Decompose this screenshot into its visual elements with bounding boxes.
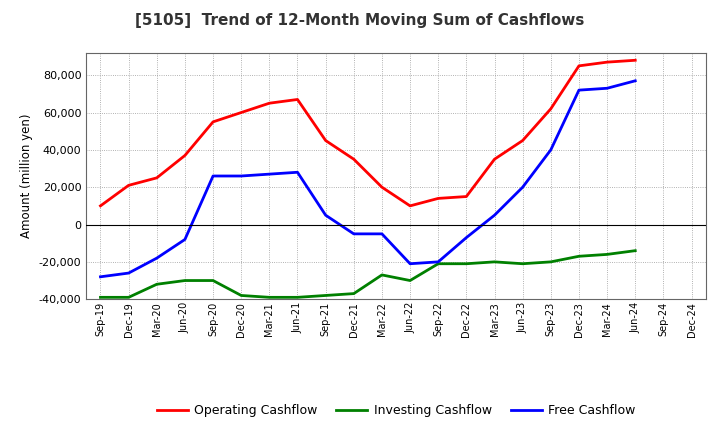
Operating Cashflow (546, 106, 555, 111)
Operating Cashflow (96, 203, 105, 209)
Investing Cashflow (575, 253, 583, 259)
Y-axis label: Amount (million yen): Amount (million yen) (20, 114, 33, 238)
Investing Cashflow (518, 261, 527, 266)
Investing Cashflow (265, 295, 274, 300)
Free Cashflow (96, 274, 105, 279)
Operating Cashflow (209, 119, 217, 125)
Investing Cashflow (462, 261, 471, 266)
Free Cashflow (125, 271, 133, 276)
Operating Cashflow (349, 157, 358, 162)
Line: Investing Cashflow: Investing Cashflow (101, 251, 635, 297)
Operating Cashflow (237, 110, 246, 115)
Legend: Operating Cashflow, Investing Cashflow, Free Cashflow: Operating Cashflow, Investing Cashflow, … (152, 399, 640, 422)
Free Cashflow (434, 259, 443, 264)
Free Cashflow (575, 88, 583, 93)
Operating Cashflow (377, 184, 386, 190)
Investing Cashflow (603, 252, 611, 257)
Free Cashflow (153, 256, 161, 261)
Free Cashflow (603, 86, 611, 91)
Operating Cashflow (321, 138, 330, 143)
Investing Cashflow (237, 293, 246, 298)
Operating Cashflow (631, 58, 639, 63)
Free Cashflow (462, 235, 471, 240)
Free Cashflow (546, 147, 555, 153)
Investing Cashflow (153, 282, 161, 287)
Operating Cashflow (518, 138, 527, 143)
Operating Cashflow (293, 97, 302, 102)
Text: [5105]  Trend of 12-Month Moving Sum of Cashflows: [5105] Trend of 12-Month Moving Sum of C… (135, 13, 585, 28)
Operating Cashflow (153, 175, 161, 180)
Free Cashflow (321, 213, 330, 218)
Operating Cashflow (603, 59, 611, 65)
Operating Cashflow (181, 153, 189, 158)
Free Cashflow (349, 231, 358, 237)
Free Cashflow (293, 170, 302, 175)
Investing Cashflow (546, 259, 555, 264)
Investing Cashflow (293, 295, 302, 300)
Operating Cashflow (406, 203, 415, 209)
Free Cashflow (265, 172, 274, 177)
Operating Cashflow (434, 196, 443, 201)
Line: Free Cashflow: Free Cashflow (101, 81, 635, 277)
Operating Cashflow (490, 157, 499, 162)
Free Cashflow (209, 173, 217, 179)
Free Cashflow (490, 213, 499, 218)
Line: Operating Cashflow: Operating Cashflow (101, 60, 635, 206)
Free Cashflow (518, 184, 527, 190)
Operating Cashflow (265, 101, 274, 106)
Free Cashflow (377, 231, 386, 237)
Investing Cashflow (209, 278, 217, 283)
Investing Cashflow (406, 278, 415, 283)
Free Cashflow (631, 78, 639, 84)
Investing Cashflow (321, 293, 330, 298)
Investing Cashflow (125, 295, 133, 300)
Operating Cashflow (125, 183, 133, 188)
Investing Cashflow (631, 248, 639, 253)
Investing Cashflow (377, 272, 386, 278)
Operating Cashflow (462, 194, 471, 199)
Free Cashflow (181, 237, 189, 242)
Investing Cashflow (434, 261, 443, 266)
Operating Cashflow (575, 63, 583, 69)
Investing Cashflow (96, 295, 105, 300)
Free Cashflow (406, 261, 415, 266)
Investing Cashflow (349, 291, 358, 296)
Free Cashflow (237, 173, 246, 179)
Investing Cashflow (490, 259, 499, 264)
Investing Cashflow (181, 278, 189, 283)
